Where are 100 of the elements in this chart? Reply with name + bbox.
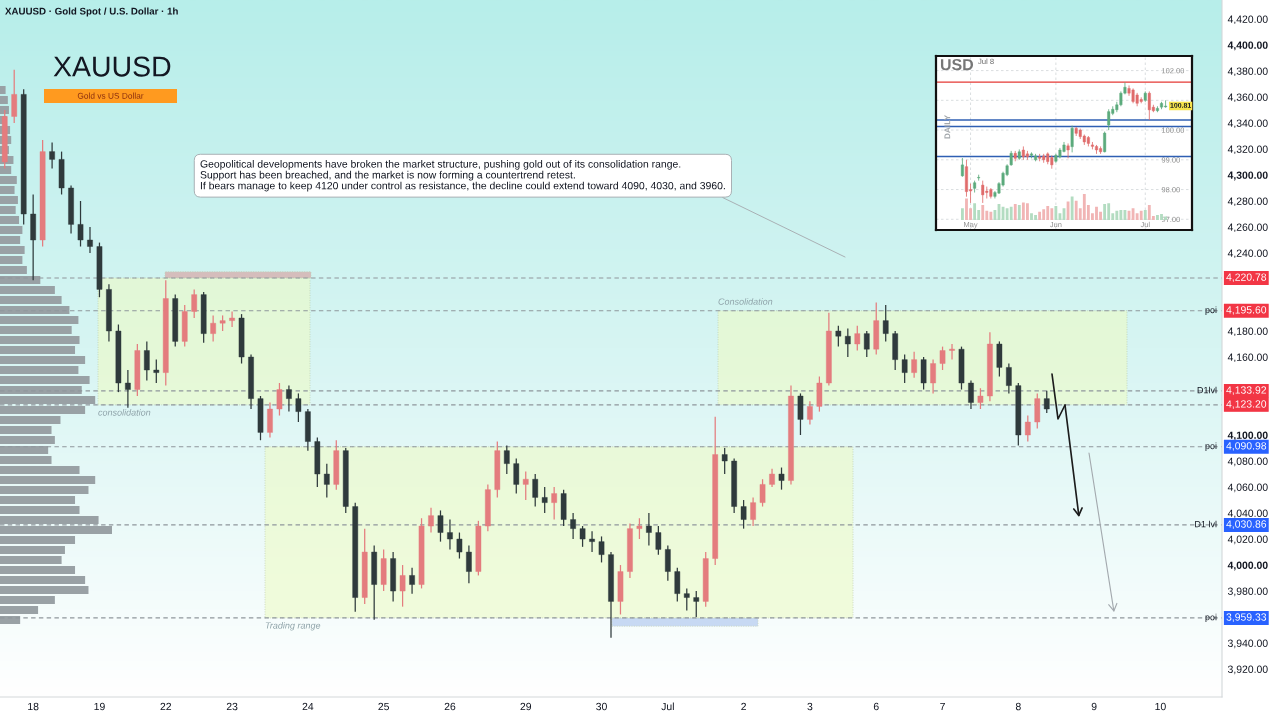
annotation: D1 lvl xyxy=(1195,520,1217,528)
bar xyxy=(1115,210,1119,220)
bar xyxy=(0,436,55,444)
bar xyxy=(1107,203,1111,220)
candlestick xyxy=(1070,125,1074,153)
candlestick xyxy=(541,486,548,514)
x-tick-label: 7 xyxy=(940,702,945,711)
candlestick xyxy=(835,325,842,348)
bar xyxy=(1074,200,1078,220)
candlestick xyxy=(977,387,984,410)
candlestick xyxy=(960,157,964,178)
x-tick-label: 9 xyxy=(1091,702,1097,711)
bar xyxy=(0,296,62,304)
bar xyxy=(1038,211,1042,220)
bar xyxy=(0,176,17,184)
candlestick xyxy=(87,226,93,254)
bar xyxy=(1021,202,1025,220)
candlestick xyxy=(267,401,273,439)
bar xyxy=(0,366,79,374)
x-tick-label: 30 xyxy=(596,702,607,711)
bar xyxy=(0,196,18,204)
candlestick xyxy=(981,180,985,204)
candlestick xyxy=(229,310,235,328)
candlestick xyxy=(276,382,283,417)
candlestick xyxy=(513,457,520,495)
bar xyxy=(1164,216,1167,220)
y-tick-label: 3,940.00 xyxy=(1227,639,1268,649)
y-tick-label: 4,300.00 xyxy=(1227,171,1268,181)
bar xyxy=(1009,206,1013,220)
y-tick-label: 4,240.00 xyxy=(1227,249,1268,259)
candlestick xyxy=(144,340,150,382)
y-tick-label: 4,060.00 xyxy=(1227,483,1268,493)
bar xyxy=(0,486,89,494)
candlestick xyxy=(210,314,216,343)
candlestick xyxy=(1034,392,1041,430)
candlestick xyxy=(665,544,671,582)
annotation: Geopolitical developments have broken the market structure, pushing gold out of its consolidation range. Support has been breached, and the market is now forming a countertrend retest. If bears manage to keep 4120 under control as resistance, the decline could extend toward 4090, 4030, and 3960. xyxy=(200,160,725,192)
y-tick-label: 4,040.00 xyxy=(1227,509,1268,519)
y-axis-title: DAILY xyxy=(944,115,951,139)
bar xyxy=(1147,204,1151,220)
candlestick xyxy=(674,567,681,603)
y-tick-label: 4,160.00 xyxy=(1227,353,1268,363)
candlestick xyxy=(930,358,936,395)
candlestick xyxy=(655,525,662,556)
candlestick xyxy=(295,392,302,423)
bar xyxy=(0,86,6,94)
candlestick xyxy=(589,530,595,553)
y-tick-label: 3,920.00 xyxy=(1227,665,1268,675)
x-tick-label: 3 xyxy=(807,702,813,711)
bar xyxy=(1042,209,1046,220)
candlestick xyxy=(324,463,330,499)
annotation: Trading range xyxy=(265,622,321,631)
x-tick-label: 26 xyxy=(444,702,456,711)
bar xyxy=(0,216,20,224)
candlestick xyxy=(646,512,652,547)
x-tick-label: 23 xyxy=(226,702,238,711)
ref-line-label: 4,195.60 xyxy=(1226,306,1267,315)
candlestick xyxy=(863,330,870,358)
bar xyxy=(1017,204,1021,220)
bar xyxy=(0,456,52,464)
bar xyxy=(1005,208,1009,220)
candlestick xyxy=(11,69,18,124)
y-tick-label: 3,980.00 xyxy=(1227,587,1268,597)
candlestick xyxy=(911,351,917,379)
candlestick xyxy=(759,478,766,508)
bar xyxy=(965,198,968,220)
bar xyxy=(1070,196,1074,220)
candlestick xyxy=(1024,414,1031,443)
bar xyxy=(0,316,79,324)
candlestick xyxy=(1006,362,1012,395)
candlestick xyxy=(816,375,823,413)
x-tick-label: 19 xyxy=(94,702,105,711)
candlestick xyxy=(636,517,643,540)
bar xyxy=(0,286,55,294)
bar xyxy=(0,166,12,174)
bar xyxy=(0,326,72,334)
y-tick-label: 4,360.00 xyxy=(1227,93,1268,103)
annotation: XAUUSD · Gold Spot / U.S. Dollar · 1h xyxy=(5,7,178,17)
bar xyxy=(0,266,27,274)
ref-line-label: 4,220.78 xyxy=(1226,273,1267,283)
y-tick-label: 4,000.00 xyxy=(1227,561,1268,571)
ref-line-label: 4,123.20 xyxy=(1226,400,1267,409)
candlestick xyxy=(1066,143,1070,159)
bar xyxy=(1034,215,1037,220)
bar xyxy=(0,96,8,104)
candlestick xyxy=(522,470,529,501)
bar xyxy=(0,546,65,554)
ref-line-label: 4,090.98 xyxy=(1226,442,1267,451)
bar xyxy=(0,596,55,604)
bar xyxy=(0,186,15,194)
bar xyxy=(973,203,977,220)
text: Gold vs US Dollar xyxy=(77,92,144,99)
bar xyxy=(1099,211,1102,220)
bar xyxy=(1160,214,1163,220)
candlestick xyxy=(1107,108,1111,131)
bar xyxy=(1026,203,1029,220)
chart-title: USD xyxy=(940,58,974,71)
candlestick xyxy=(437,509,444,543)
candlestick xyxy=(503,444,510,475)
bar xyxy=(0,416,61,424)
